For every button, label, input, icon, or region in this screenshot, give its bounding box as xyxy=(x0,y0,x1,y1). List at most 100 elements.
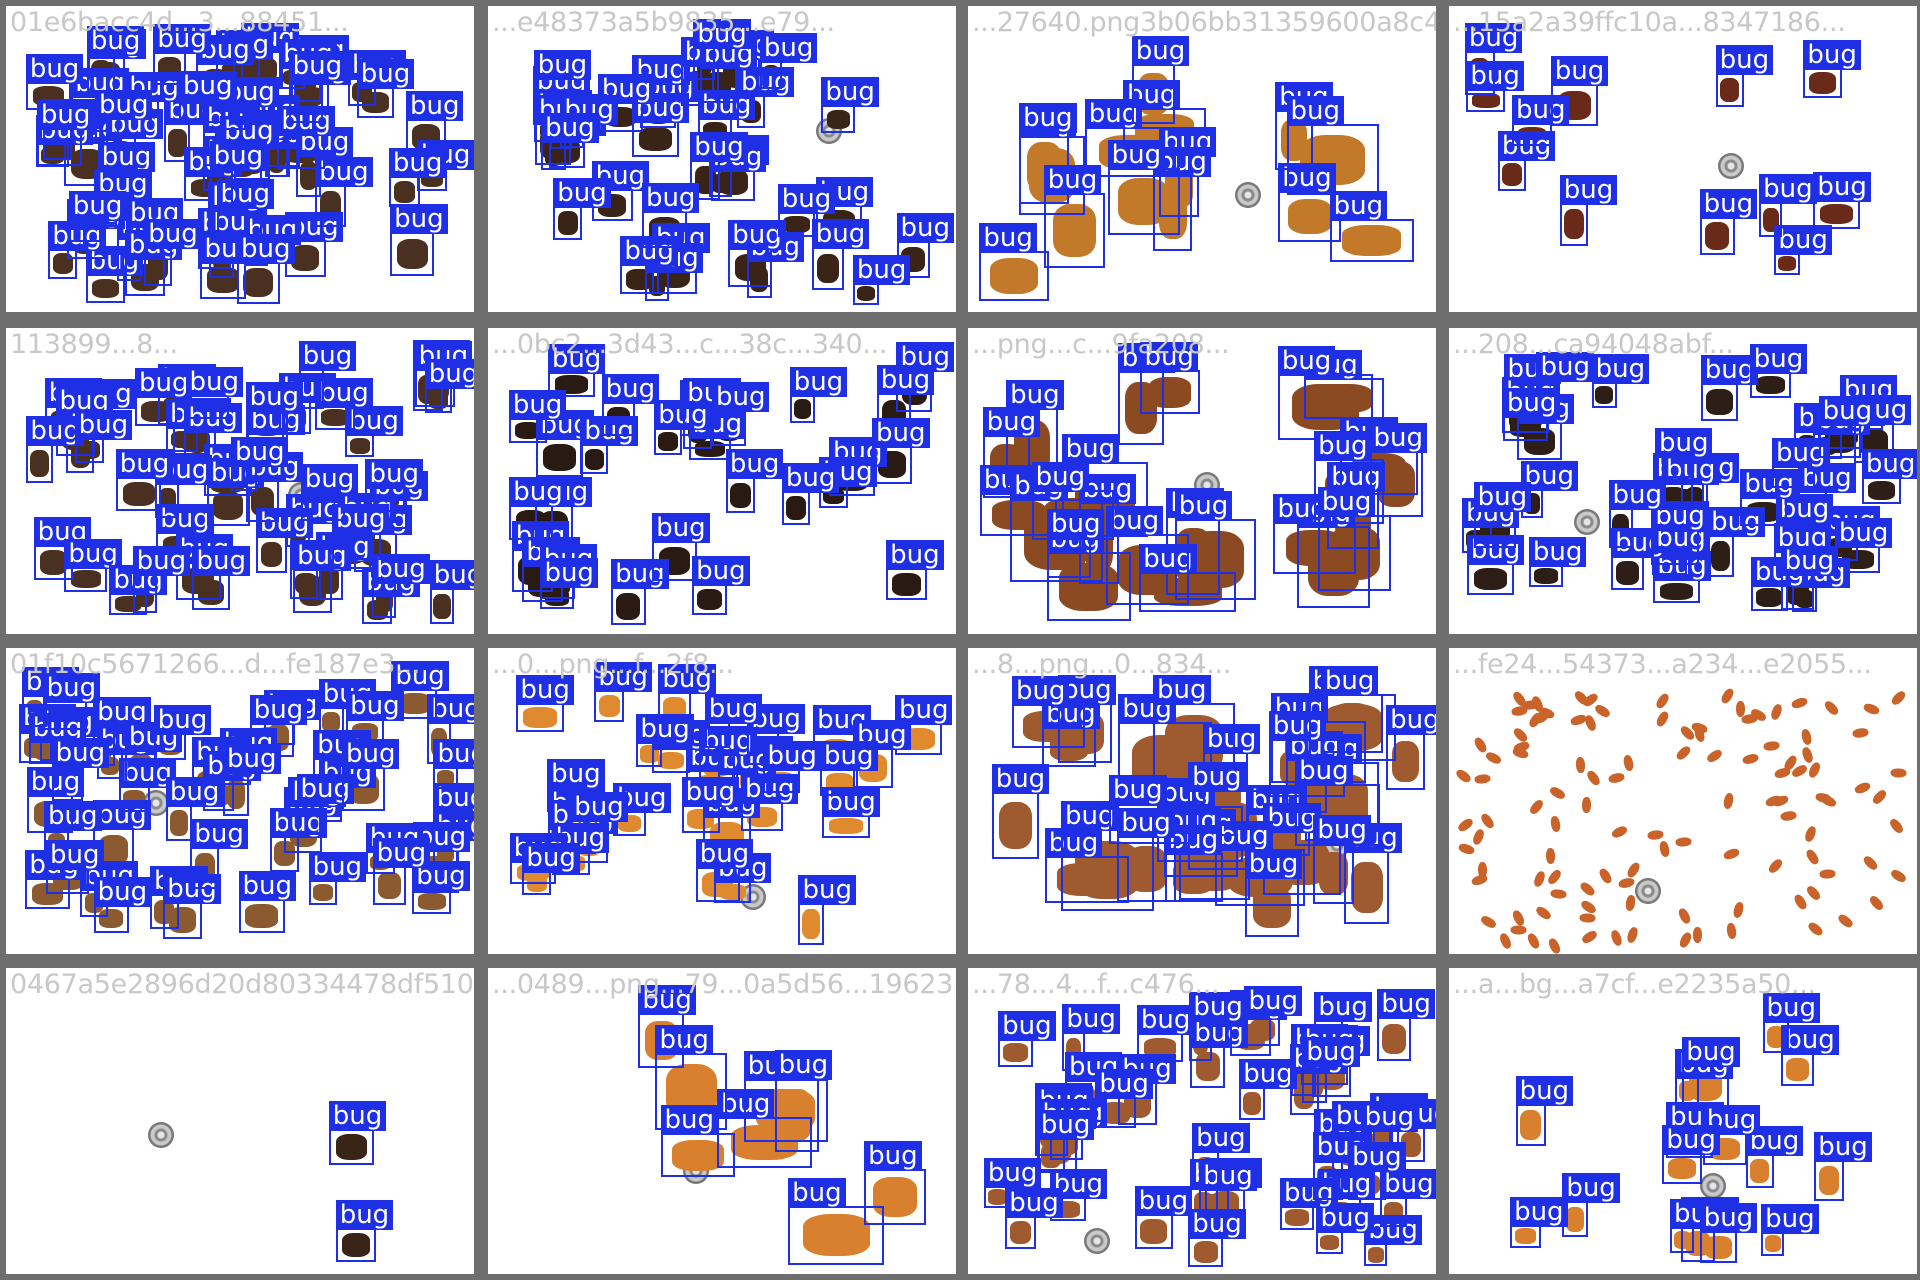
detection-box: bug xyxy=(134,368,193,427)
insect-specimen xyxy=(291,245,320,272)
detection-label: bug xyxy=(1199,1161,1257,1192)
detection-label: bug xyxy=(660,1105,719,1136)
insect-specimen xyxy=(543,444,577,472)
tile-filename: ...a...bg...a7cf...e2235a50... xyxy=(1453,969,1816,1000)
insect-specimen xyxy=(1472,92,1500,109)
detection-box: bug xyxy=(1329,190,1414,263)
detection-box: bug xyxy=(1745,1125,1804,1188)
insect-specimen xyxy=(437,770,455,787)
insect-specimen xyxy=(1780,810,1798,822)
image-tile: ...0...png...f...2f8... bug bug bug bug bug bu… xyxy=(488,648,956,954)
detection-box: bug xyxy=(774,1050,833,1152)
detection-box: bug xyxy=(822,786,880,838)
detection-box: bug xyxy=(1043,164,1105,269)
detection-box: bug xyxy=(1740,469,1798,527)
detection-box: bug xyxy=(26,416,84,483)
detection-label: bug xyxy=(1244,849,1303,880)
insect-specimen xyxy=(816,253,839,284)
insect-specimen xyxy=(1778,255,1797,272)
detection-box: bug xyxy=(1749,343,1808,398)
insect-specimen xyxy=(584,448,604,470)
detection-box: bug xyxy=(1559,174,1618,246)
detection-label: bug xyxy=(1814,1132,1872,1163)
detection-box: bug xyxy=(51,737,110,802)
detection-label: bug xyxy=(1377,989,1435,1020)
detection-label: bug xyxy=(165,776,224,807)
detection-box: bug xyxy=(221,76,279,131)
insect-specimen xyxy=(1861,853,1880,872)
detection-label: bug xyxy=(346,690,404,721)
detection-box: bug xyxy=(184,403,242,458)
detection-box: bug xyxy=(852,254,911,305)
detection-box: bug xyxy=(223,743,281,816)
detection-box: bug xyxy=(896,213,954,278)
detection-label: bug xyxy=(300,464,359,495)
detection-box: bug xyxy=(536,410,594,477)
insect-specimen xyxy=(1868,893,1886,912)
insect-specimen xyxy=(1510,908,1526,927)
detection-box: bug xyxy=(547,343,606,398)
detection-box: bug xyxy=(522,843,580,896)
detection-label: bug xyxy=(1244,986,1302,1017)
insect-specimen xyxy=(1520,1110,1542,1140)
detection-box: bug xyxy=(86,26,145,95)
detection-box: bug xyxy=(315,157,373,228)
detection-label: bug xyxy=(223,743,281,774)
detection-label: bug xyxy=(1044,827,1103,858)
insect-specimen xyxy=(1705,747,1725,764)
detection-label: bug xyxy=(153,24,211,55)
insect-specimen xyxy=(998,801,1033,849)
detection-label: bug xyxy=(1550,56,1609,87)
insect-specimen xyxy=(1581,797,1591,814)
detection-label: bug xyxy=(179,70,237,101)
detection-label: bug xyxy=(315,377,373,408)
detection-label: bug xyxy=(693,18,751,49)
detection-box: bug xyxy=(331,503,390,570)
insect-specimen xyxy=(1484,750,1503,766)
insect-specimen xyxy=(1815,791,1833,804)
detection-box: bug xyxy=(153,24,211,86)
detection-box: bug xyxy=(153,704,212,760)
detection-box: bug xyxy=(811,219,870,290)
insect-specimen xyxy=(892,572,922,596)
detection-box: bug xyxy=(894,695,953,755)
detection-box: bug xyxy=(1117,807,1176,903)
detection-box: bug xyxy=(704,693,763,749)
detection-box: bug xyxy=(206,458,265,526)
insect-specimen xyxy=(1805,883,1823,902)
detection-box: bug xyxy=(1466,534,1525,595)
insect-specimen xyxy=(1319,852,1349,895)
insect-specimen xyxy=(1625,926,1640,944)
insect-specimen xyxy=(141,400,171,422)
detection-box: bug xyxy=(641,183,700,248)
image-tile: ...png...c...9fa208... bug bug bug bug bug bug… xyxy=(968,328,1436,634)
detection-box: bug xyxy=(1188,1208,1246,1268)
detection-box: bug xyxy=(1380,1169,1436,1228)
detection-label: bug xyxy=(51,737,110,768)
detection-label: bug xyxy=(405,90,464,121)
detection-label: bug xyxy=(998,1011,1056,1042)
insect-specimen xyxy=(398,693,431,715)
detection-label: bug xyxy=(516,675,574,706)
detection-label: bug xyxy=(1329,190,1388,221)
detection-label: bug xyxy=(427,694,474,725)
detection-label: bug xyxy=(190,818,248,849)
detection-box: bug xyxy=(390,204,448,276)
reference-coin xyxy=(1234,182,1261,209)
detection-box: bug xyxy=(886,539,944,601)
detection-label: bug xyxy=(1043,164,1102,195)
insect-specimen xyxy=(671,1139,725,1171)
tile-filename: ...15a2a39ffc10a...8347186... xyxy=(1453,7,1846,38)
insect-specimen xyxy=(213,491,244,520)
detection-box: bug xyxy=(983,1157,1042,1208)
insect-specimen xyxy=(1616,560,1639,585)
detection-label: bug xyxy=(798,874,856,905)
insect-specimen xyxy=(393,180,416,203)
insect-specimen xyxy=(658,431,679,451)
detection-box: bug xyxy=(269,807,328,872)
detection-label: bug xyxy=(1780,545,1839,576)
tile-filename: ...0bc2...3d43...c...38c...340... xyxy=(492,329,888,360)
detection-box: bug xyxy=(693,18,751,80)
detection-label: bug xyxy=(547,758,605,789)
detection-box: bug xyxy=(341,738,400,811)
